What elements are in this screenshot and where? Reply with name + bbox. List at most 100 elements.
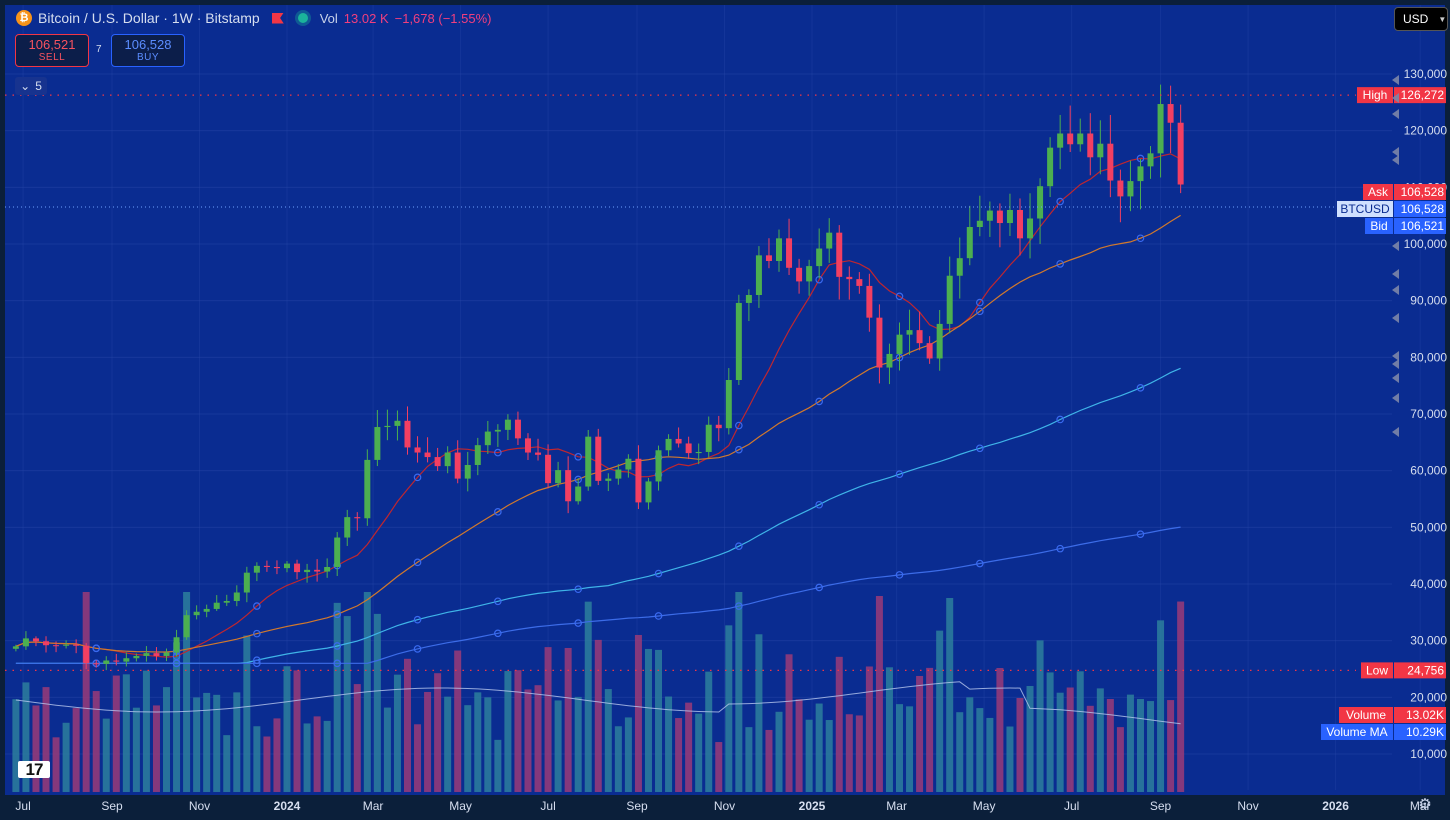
- high-tag-label-bg: [1357, 87, 1393, 104]
- gear-icon[interactable]: ⚙: [1418, 796, 1432, 813]
- candle-body: [946, 275, 953, 324]
- volume-ma-line: [15, 681, 1181, 725]
- sell-price: 106,521: [28, 36, 76, 52]
- x-tick-label: Sep: [101, 799, 123, 813]
- candle-body: [765, 255, 772, 261]
- candle-body: [1147, 153, 1154, 167]
- volume-bar: [1076, 671, 1084, 792]
- candle-body: [263, 565, 270, 567]
- candle-body: [294, 563, 301, 573]
- candle-body: [555, 470, 562, 484]
- volume-bar: [424, 691, 432, 792]
- volume-bar: [926, 667, 934, 792]
- volume-tag-value-bg: [1394, 707, 1446, 723]
- currency-select[interactable]: USD ▼: [1394, 7, 1448, 31]
- candle-body: [675, 438, 682, 444]
- low-tag-label: Low: [1366, 663, 1388, 677]
- x-tick-label: Jul: [540, 799, 555, 813]
- flag-icon[interactable]: [271, 12, 284, 24]
- volume-bar: [22, 682, 30, 792]
- candle-body: [1067, 133, 1074, 145]
- candle-body: [73, 644, 80, 646]
- ma-marker: [735, 421, 743, 430]
- volume-bar: [132, 707, 140, 792]
- volume-bar: [574, 696, 582, 792]
- ma-marker: [333, 610, 342, 619]
- indicators-toggle-button[interactable]: ⌄ 5: [15, 77, 47, 95]
- ma-marker: [253, 602, 261, 610]
- candle-body: [1087, 133, 1094, 158]
- candle-body: [133, 655, 140, 659]
- volume-bar: [253, 726, 261, 792]
- ma-marker: [92, 644, 101, 653]
- y-tick-label: 30,000: [1410, 634, 1447, 648]
- volume-bar: [1066, 687, 1074, 792]
- candle-body: [755, 255, 762, 295]
- candle-body: [213, 602, 220, 609]
- candle-body: [705, 424, 712, 452]
- volume-bar: [745, 727, 753, 792]
- x-tick-label: Mar: [886, 799, 907, 813]
- candle-body: [635, 458, 642, 503]
- volume-bar: [82, 592, 90, 792]
- volume-bar: [1106, 699, 1114, 792]
- volume-bar: [343, 616, 351, 792]
- volume-bar: [956, 712, 964, 792]
- high-tag-value: 126,272: [1401, 88, 1445, 102]
- ma-short-line: [15, 153, 1181, 658]
- bitcoin-icon: ₿: [16, 10, 32, 26]
- volume-bar: [1006, 726, 1014, 792]
- ma-marker: [1136, 530, 1145, 538]
- volume-bar: [896, 704, 903, 792]
- ma-marker: [574, 585, 582, 594]
- ma-marker: [253, 629, 261, 638]
- volume-bar: [1016, 697, 1024, 792]
- candle-body: [695, 451, 702, 454]
- alert-marker: [1392, 147, 1399, 157]
- symbol-title[interactable]: Bitcoin / U.S. Dollar · 1W · Bitstamp: [38, 10, 260, 26]
- candle-body: [665, 438, 672, 451]
- candle-body: [494, 429, 501, 432]
- tradingview-logo-icon[interactable]: 17: [18, 760, 50, 779]
- market-status-icon[interactable]: [297, 13, 308, 23]
- candle-body: [735, 302, 742, 380]
- candle-body: [83, 645, 90, 664]
- candle-body: [986, 210, 993, 221]
- volume-bar: [474, 692, 482, 792]
- ma-marker: [976, 559, 984, 568]
- sell-button[interactable]: 106,521 SELL: [15, 34, 89, 67]
- ma-marker: [413, 645, 422, 653]
- volume-bar: [755, 634, 763, 792]
- ma-marker: [333, 642, 342, 650]
- candle-body: [123, 658, 130, 662]
- ma-marker: [574, 619, 582, 627]
- candle-body: [504, 419, 511, 430]
- ma-marker: [976, 444, 984, 453]
- candle-body: [1107, 143, 1114, 181]
- alert-marker: [1392, 427, 1399, 437]
- volume-bar: [1056, 692, 1064, 792]
- candle-body: [1027, 218, 1034, 239]
- candle-body: [866, 285, 873, 318]
- candle-body: [464, 465, 471, 479]
- volume-bar: [554, 700, 562, 792]
- volume-bar: [383, 707, 391, 792]
- currency-value: USD: [1403, 12, 1429, 26]
- candle-body: [314, 569, 321, 572]
- x-tick-label: Nov: [1237, 799, 1258, 813]
- volume-bar: [634, 634, 642, 792]
- candle-body: [514, 419, 521, 439]
- ask-tag-value: 106,528: [1401, 185, 1445, 199]
- volume-bar: [323, 720, 331, 792]
- volume-bar: [564, 647, 572, 792]
- volume-bar: [865, 666, 873, 792]
- volume-bar: [52, 737, 60, 792]
- x-tick-label: Jul: [1064, 799, 1079, 813]
- ma-marker: [735, 542, 743, 550]
- ma-marker: [333, 659, 342, 668]
- buy-button[interactable]: 106,528 BUY: [111, 34, 185, 67]
- volume-bar: [1086, 705, 1094, 792]
- y-tick-label: 130,000: [1404, 67, 1448, 81]
- volume-bar: [223, 735, 231, 792]
